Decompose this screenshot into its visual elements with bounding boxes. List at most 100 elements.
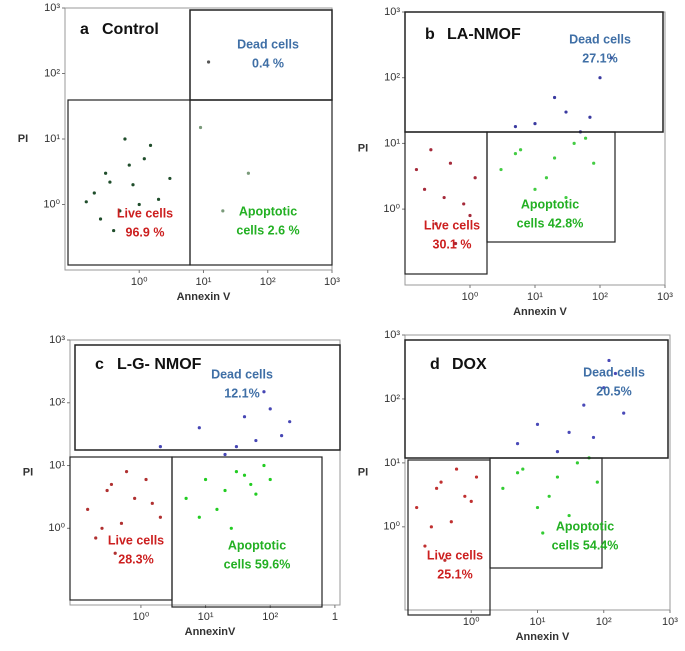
gate	[189, 9, 333, 101]
x-tick-label: 10²	[260, 276, 276, 288]
point	[533, 187, 537, 191]
y-tick-label: 10³	[44, 2, 60, 14]
point	[206, 60, 211, 64]
y-tick-label: 10²	[384, 393, 400, 405]
point	[119, 521, 124, 525]
y-tick-label: 10²	[384, 72, 400, 84]
point	[133, 496, 137, 500]
point	[254, 438, 258, 443]
point	[221, 209, 225, 213]
x-axis-label: AnnexinV	[185, 626, 236, 638]
point	[197, 515, 201, 519]
point	[521, 467, 525, 471]
point	[84, 200, 88, 204]
point	[144, 477, 148, 482]
point	[123, 137, 127, 141]
point	[113, 551, 117, 555]
x-tick-label: 10⁰	[462, 291, 479, 303]
annotation: Apoptotic	[228, 538, 286, 552]
point	[499, 167, 503, 172]
gate	[69, 456, 173, 601]
point	[109, 482, 114, 487]
annotation: Dead cells	[583, 365, 645, 379]
annotation: Live cells	[427, 548, 483, 562]
point	[262, 390, 266, 394]
point	[547, 494, 551, 498]
point	[246, 171, 250, 175]
point	[513, 125, 518, 129]
point	[564, 195, 568, 200]
y-axis-label: PI	[18, 133, 28, 145]
x-axis-label: Annexin V	[513, 306, 567, 318]
point	[158, 445, 162, 449]
point	[448, 161, 453, 165]
point	[158, 515, 162, 519]
point	[439, 480, 443, 484]
point	[104, 171, 108, 175]
x-tick-label: 10³	[324, 276, 340, 288]
point	[575, 461, 579, 465]
point	[513, 151, 518, 156]
gate	[489, 457, 603, 569]
x-tick-label: 10¹	[198, 611, 214, 623]
point	[262, 463, 266, 468]
gate	[486, 131, 616, 243]
y-axis-label: PI	[358, 142, 368, 154]
point	[118, 209, 122, 213]
point	[184, 496, 188, 500]
annotation: Dead cells	[237, 37, 299, 51]
point	[463, 494, 467, 498]
y-tick-label: 10¹	[44, 133, 60, 145]
y-tick-label: 10¹	[384, 137, 400, 149]
point	[223, 452, 227, 457]
point	[168, 176, 172, 181]
x-tick-label: 10¹	[530, 616, 546, 628]
y-tick-label: 10⁰	[383, 203, 400, 215]
annotation: Dead cells	[569, 32, 631, 46]
point	[609, 56, 614, 60]
panel-letter: d	[430, 356, 440, 373]
point	[86, 507, 90, 512]
annotation: 27.1%	[582, 51, 617, 65]
point	[474, 475, 479, 479]
point	[422, 187, 427, 191]
point	[215, 507, 219, 512]
point	[150, 501, 154, 505]
point	[198, 125, 203, 130]
point	[462, 202, 466, 206]
annotation: Apoptotic	[556, 519, 614, 533]
point	[137, 202, 141, 207]
point	[515, 442, 520, 446]
annotation: cells 59.6%	[224, 557, 291, 571]
point	[535, 505, 540, 510]
annotation: cells 54.4%	[552, 538, 619, 552]
point	[454, 467, 459, 471]
point	[94, 536, 98, 540]
point	[469, 499, 473, 503]
point	[598, 76, 602, 80]
point	[518, 148, 523, 152]
panel-letter: b	[425, 26, 435, 43]
x-tick-label: 10²	[592, 291, 608, 303]
annotation: Live cells	[424, 218, 480, 232]
point	[105, 488, 109, 493]
annotation: 25.1%	[437, 567, 472, 581]
panel-letter: a	[80, 21, 89, 38]
point	[567, 430, 571, 434]
point	[156, 197, 161, 201]
panel-title: L-G- NMOF	[117, 356, 202, 373]
point	[242, 473, 247, 477]
x-tick-label: 10²	[262, 611, 278, 623]
point	[124, 470, 129, 474]
y-tick-label: 10⁰	[43, 198, 60, 210]
point	[229, 526, 233, 530]
annotation: Apoptotic	[521, 197, 579, 211]
point	[449, 520, 453, 524]
gate	[404, 131, 488, 275]
y-tick-label: 10³	[384, 329, 400, 341]
gate	[404, 11, 664, 133]
annotation: Dead cells	[211, 367, 273, 381]
point	[108, 180, 112, 184]
point	[555, 450, 560, 454]
x-axis-label: Annexin V	[516, 631, 570, 643]
